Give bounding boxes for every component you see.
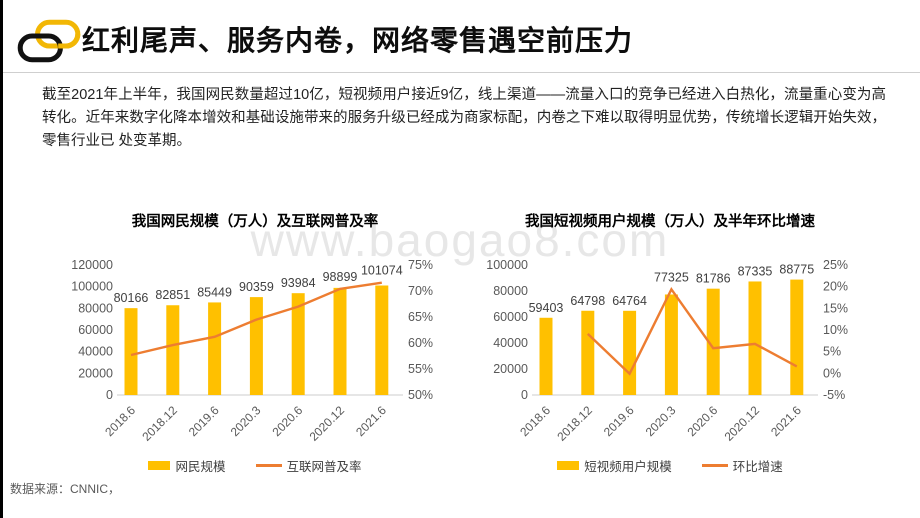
data-source: 数据来源：CNNIC，	[10, 482, 120, 496]
svg-text:88775: 88775	[779, 263, 814, 277]
chart-short-video-scale: 我国短视频用户规模（万人）及半年环比增速 59403 64798 64764 7732…	[470, 205, 870, 487]
line-series-swatch	[255, 464, 282, 467]
svg-text:2018.12: 2018.12	[139, 403, 180, 444]
legend-item: 短视频用户规模	[557, 456, 672, 475]
svg-text:20%: 20%	[823, 280, 848, 294]
svg-text:0%: 0%	[823, 366, 841, 380]
header-divider	[3, 72, 920, 73]
chart-plot-area: 80166 82851 85449 90359 93984 98899 101074 1200…	[71, 258, 433, 444]
svg-text:20000: 20000	[493, 362, 528, 376]
svg-text:-5%: -5%	[823, 388, 845, 402]
watermark-text: www.baogao8.com	[250, 214, 670, 266]
svg-text:80000: 80000	[493, 284, 528, 298]
chart-legend: 网民规模 互联网普及率	[55, 456, 455, 475]
svg-text:75%: 75%	[408, 258, 433, 272]
svg-text:87335: 87335	[738, 264, 773, 278]
svg-text:2020.3: 2020.3	[643, 403, 679, 439]
svg-text:70%: 70%	[408, 284, 433, 298]
svg-text:2021.6: 2021.6	[768, 403, 804, 439]
chart-title: 我国网民规模（万人）及互联网普及率	[131, 214, 379, 230]
svg-text:77325: 77325	[654, 270, 689, 284]
chart-title: 我国短视频用户规模（万人）及半年环比增速	[525, 214, 815, 230]
svg-text:80166: 80166	[114, 291, 149, 305]
svg-text:0: 0	[521, 388, 528, 402]
svg-text:60000: 60000	[78, 323, 113, 337]
chain-links-icon	[17, 19, 81, 63]
svg-text:20000: 20000	[78, 366, 113, 380]
svg-text:55%: 55%	[408, 362, 433, 376]
svg-text:15%: 15%	[823, 301, 848, 315]
chart-plot-area: 59403 64798 64764 77325 81786 87335 88775 10000…	[486, 258, 848, 444]
legend-item: 环比增速	[701, 456, 783, 475]
svg-text:98899: 98899	[323, 270, 358, 284]
svg-text:2020.12: 2020.12	[307, 403, 348, 444]
chart-legend: 短视频用户规模 环比增速	[470, 456, 870, 475]
svg-text:2018.12: 2018.12	[554, 403, 595, 444]
svg-text:81786: 81786	[696, 272, 731, 286]
legend-item: 网民规模	[148, 456, 226, 475]
svg-text:100000: 100000	[71, 280, 113, 294]
intro-paragraph: 截至2021年上半年，我国网民数量超过10亿，短视频用户接近9亿，线上渠道——流…	[42, 87, 886, 149]
line-series-swatch	[701, 464, 728, 467]
legend-label: 短视频用户规模	[584, 460, 672, 474]
svg-text:82851: 82851	[155, 288, 190, 302]
svg-text:64764: 64764	[612, 294, 647, 308]
bar-series-swatch	[557, 461, 580, 470]
svg-text:65%: 65%	[408, 310, 433, 324]
svg-text:0: 0	[106, 388, 113, 402]
svg-text:2019.6: 2019.6	[186, 403, 222, 439]
svg-text:25%: 25%	[823, 258, 848, 272]
svg-text:2019.6: 2019.6	[601, 403, 637, 439]
svg-text:40000: 40000	[493, 336, 528, 350]
svg-text:90359: 90359	[239, 280, 274, 294]
svg-text:2021.6: 2021.6	[353, 403, 389, 439]
svg-text:5%: 5%	[823, 345, 841, 359]
chart-netizen-scale: 我国网民规模（万人）及互联网普及率 80166 82851 85449 90359 93…	[55, 205, 455, 487]
left-accent-bar	[0, 0, 3, 518]
svg-text:59403: 59403	[529, 301, 564, 315]
svg-text:2020.3: 2020.3	[228, 403, 264, 439]
page-title: 红利尾声、服务内卷，网络零售遇空前压力	[82, 25, 634, 56]
svg-text:101074: 101074	[361, 264, 403, 278]
legend-label: 互联网普及率	[286, 460, 362, 474]
svg-text:85449: 85449	[197, 285, 232, 299]
svg-text:60000: 60000	[493, 310, 528, 324]
svg-text:120000: 120000	[71, 258, 113, 272]
svg-text:100000: 100000	[486, 258, 528, 272]
legend-item: 互联网普及率	[255, 456, 362, 475]
svg-text:64798: 64798	[570, 294, 605, 308]
svg-text:60%: 60%	[408, 336, 433, 350]
svg-text:80000: 80000	[78, 301, 113, 315]
svg-text:40000: 40000	[78, 345, 113, 359]
legend-label: 环比增速	[732, 460, 783, 474]
legend-label: 网民规模	[175, 460, 226, 474]
svg-text:2018.6: 2018.6	[102, 403, 138, 439]
svg-text:10%: 10%	[823, 323, 848, 337]
bar-series-swatch	[148, 461, 171, 470]
svg-text:2020.6: 2020.6	[269, 403, 305, 439]
svg-text:2020.12: 2020.12	[722, 403, 763, 444]
svg-text:2018.6: 2018.6	[517, 403, 553, 439]
svg-text:50%: 50%	[408, 388, 433, 402]
svg-text:93984: 93984	[281, 276, 316, 290]
svg-text:2020.6: 2020.6	[684, 403, 720, 439]
